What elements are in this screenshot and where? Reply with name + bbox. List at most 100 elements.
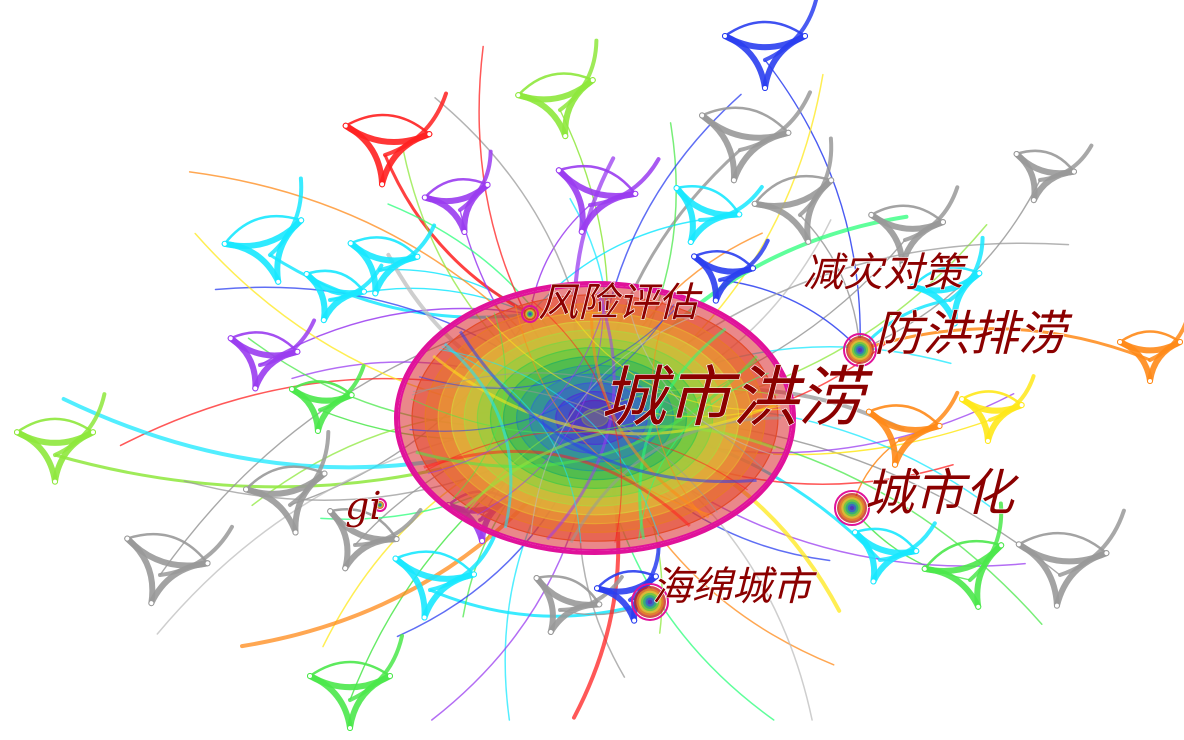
fan-edge	[852, 529, 878, 585]
satellite-node	[868, 211, 875, 218]
fan-edge	[243, 486, 299, 536]
satellite-node	[802, 33, 808, 39]
fan-edge	[515, 92, 569, 140]
satellite-node	[699, 112, 706, 119]
satellite-node	[314, 427, 321, 434]
label-urban-flood[interactable]: 城市洪涝	[599, 358, 873, 436]
fan-edge	[909, 283, 958, 327]
satellite-node	[275, 278, 282, 285]
satellite-cluster	[288, 364, 366, 434]
node-edge	[530, 313, 700, 536]
satellite-node	[899, 262, 906, 269]
fan-edge	[308, 660, 392, 678]
satellite-cluster	[751, 136, 835, 245]
satellite-cluster	[307, 634, 404, 731]
fan-edge	[948, 235, 985, 302]
satellite-node	[936, 422, 943, 429]
fan-edge	[533, 575, 556, 635]
satellite-node	[652, 573, 659, 580]
satellite-cluster	[14, 392, 107, 485]
satellite-node	[1053, 602, 1060, 609]
fan-edge	[516, 72, 594, 97]
satellite-node	[360, 288, 367, 295]
edge	[799, 214, 861, 351]
fan-edge	[14, 429, 58, 485]
satellite-cluster	[852, 521, 937, 585]
satellite-node	[90, 429, 96, 436]
satellite-node	[785, 129, 792, 136]
satellite-cluster	[303, 263, 384, 324]
fan-edge	[53, 392, 107, 457]
satellite-node	[372, 290, 379, 297]
satellite-node	[204, 560, 211, 567]
edge	[859, 327, 1151, 362]
fan-edge	[305, 269, 366, 293]
fan-edge	[227, 335, 259, 392]
satellite-node	[562, 133, 569, 140]
fan-edge	[353, 508, 423, 547]
fan-edge	[344, 113, 431, 136]
satellite-node	[722, 33, 728, 39]
fan-edge	[1017, 531, 1108, 555]
satellite-node	[1147, 378, 1153, 384]
satellite-cluster	[347, 223, 437, 297]
node-edge	[412, 385, 718, 513]
fan-edge	[692, 249, 755, 270]
fan-edge	[923, 539, 1003, 571]
node-ring	[834, 490, 870, 526]
node-ring	[529, 313, 531, 315]
fan-edge	[968, 501, 1004, 582]
satellite-node	[470, 571, 477, 578]
satellite-node	[958, 396, 965, 403]
edge	[764, 59, 861, 351]
label-risk-assessment[interactable]: 风险评估	[537, 279, 703, 326]
node-urban-flood[interactable]	[394, 281, 796, 555]
satellite-node	[303, 270, 310, 277]
node-edge	[546, 292, 616, 541]
satellite-node	[631, 617, 638, 624]
fan-edge	[1118, 330, 1182, 344]
satellite-node	[421, 194, 428, 201]
node-edge	[452, 312, 506, 500]
fan-edge	[865, 408, 899, 468]
fan-edge	[588, 157, 661, 207]
fan-edge	[1117, 339, 1153, 384]
fan-edge	[751, 200, 812, 245]
satellite-cluster	[227, 318, 317, 392]
fan-edge	[342, 122, 386, 188]
node-edge	[625, 294, 774, 456]
fan-edge	[673, 185, 696, 245]
label-sponge-city[interactable]: 海绵城市	[651, 563, 817, 610]
node-edge	[410, 358, 760, 434]
fan-edge	[244, 465, 326, 491]
satellite-node	[921, 565, 928, 572]
node-ring	[858, 348, 862, 352]
label-disaster-countermeasures[interactable]: 减灾对策	[802, 249, 969, 296]
fan-edge	[911, 266, 981, 288]
satellite-cluster	[909, 235, 985, 327]
satellite-node	[379, 181, 386, 188]
satellite-cluster	[392, 535, 496, 621]
fan-edge	[229, 331, 299, 353]
fan-edge	[868, 211, 906, 269]
satellite-node	[461, 228, 468, 235]
fan-edge	[303, 270, 328, 324]
node-edge	[427, 292, 609, 475]
label-gi[interactable]: gi	[344, 483, 382, 528]
fan-edge	[348, 634, 404, 702]
label-urbanization[interactable]: 城市化	[863, 463, 1020, 522]
satellite-node	[632, 190, 639, 197]
satellite-node	[1177, 339, 1183, 345]
label-flood-control-drainage[interactable]: 防洪排涝	[873, 305, 1073, 362]
satellite-node	[998, 542, 1005, 549]
satellite-node	[298, 217, 305, 224]
fan-edge	[383, 91, 449, 157]
satellite-node	[221, 240, 228, 247]
satellite-node	[392, 555, 399, 562]
satellite-node	[828, 177, 835, 184]
satellite-node	[342, 122, 349, 129]
satellite-node	[1013, 150, 1020, 157]
satellite-cluster	[221, 176, 305, 285]
satellite-node	[1015, 541, 1022, 548]
